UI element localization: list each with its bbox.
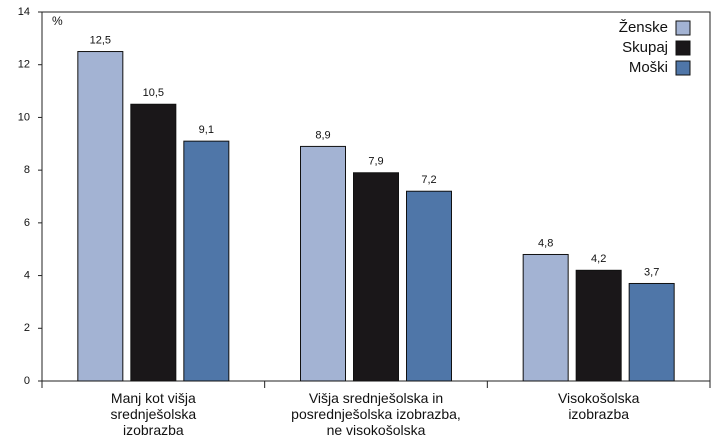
y-tick-label: 0: [24, 375, 30, 387]
y-tick-label: 2: [24, 322, 30, 334]
legend-label: Moški: [629, 59, 668, 76]
value-label: 4,2: [591, 253, 606, 265]
legend-label: Skupaj: [622, 39, 668, 56]
legend-label: Ženske: [619, 19, 668, 36]
bar: [77, 51, 124, 382]
value-label: 8,9: [315, 129, 330, 141]
x-tick-label: Višja srednješolska in posrednješolska iz…: [291, 390, 461, 438]
bar: [130, 103, 177, 382]
bar: [183, 140, 230, 382]
bar: [522, 253, 569, 382]
y-tick-label: 12: [18, 59, 30, 71]
bar: [575, 269, 622, 382]
value-label: 9,1: [199, 124, 214, 136]
value-label: 12,5: [90, 34, 111, 46]
value-label: 7,2: [421, 174, 436, 186]
legend-swatch: [675, 20, 691, 36]
bar: [300, 145, 346, 382]
value-label: 3,7: [644, 266, 659, 278]
x-tick-label: Manj kot višja srednješolska izobrazba: [111, 390, 197, 438]
value-label: 10,5: [143, 87, 164, 99]
bar: [353, 172, 399, 382]
bar: [406, 190, 452, 382]
y-tick-label: 4: [24, 269, 30, 281]
legend-swatch: [675, 40, 691, 56]
value-label: 7,9: [368, 156, 383, 168]
y-tick-label: 14: [18, 6, 30, 18]
x-tick-label: Visokošolska izobrazba: [558, 390, 640, 422]
y-axis-label: %: [52, 14, 63, 28]
bar: [628, 282, 675, 382]
y-tick-label: 8: [24, 164, 30, 176]
value-label: 4,8: [538, 237, 553, 249]
legend-swatch: [675, 60, 691, 76]
y-tick-label: 6: [24, 217, 30, 229]
y-tick-label: 10: [18, 111, 30, 123]
